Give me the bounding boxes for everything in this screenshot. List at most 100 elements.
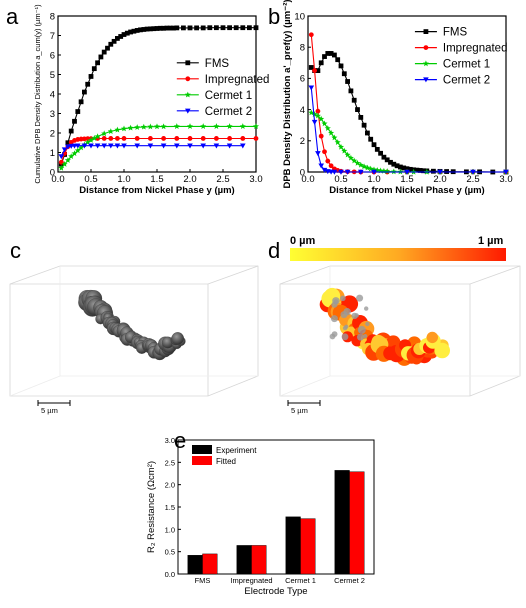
a-point-fms bbox=[105, 45, 110, 51]
b-point-fms bbox=[338, 63, 344, 69]
a-point-impregnated bbox=[174, 136, 180, 141]
a-point-fms bbox=[233, 25, 239, 31]
b-point-fms bbox=[414, 167, 420, 173]
b-point-fms bbox=[358, 115, 364, 120]
b-point-fms bbox=[332, 52, 337, 58]
b-point-fms bbox=[318, 60, 324, 66]
e-legend-swatch-experiment bbox=[192, 445, 212, 454]
chart-e: 0.0 0.5 1.0 1.5 2.0 2.5 3.0 FMS Impregnated Cerme… bbox=[146, 436, 375, 597]
b-point-cermet-1 bbox=[361, 163, 368, 170]
b-point-cermet-1 bbox=[351, 157, 358, 164]
a-point-cermet-1 bbox=[87, 137, 95, 143]
a-point-fms bbox=[101, 49, 107, 55]
a-point-cermet-2 bbox=[147, 143, 154, 149]
a-y-tick-label: 2 bbox=[50, 128, 55, 139]
b-point-cermet-1 bbox=[334, 139, 341, 145]
a-point-cermet-2 bbox=[134, 143, 140, 149]
a-point-cermet-1 bbox=[213, 123, 220, 129]
b-series-cermet-2 bbox=[308, 85, 509, 175]
e-y-tick-label: 3.0 bbox=[165, 436, 175, 445]
b-point-cermet-1 bbox=[344, 151, 351, 158]
a-series-line-cermet-2 bbox=[60, 145, 243, 157]
a-point-impregnated bbox=[161, 136, 167, 141]
e-bar-experiment-fms bbox=[187, 555, 203, 575]
a-point-cermet-2 bbox=[174, 143, 180, 149]
particle-3d-gray-icon bbox=[78, 289, 186, 361]
a-point-cermet-1 bbox=[186, 123, 194, 129]
a-point-cermet-2 bbox=[200, 143, 206, 149]
b-x-tick-label: 0.0 bbox=[301, 174, 314, 185]
a-point-fms bbox=[240, 25, 246, 31]
a-point-fms bbox=[85, 81, 91, 87]
b-point-cermet-1 bbox=[364, 164, 371, 171]
b-point-impregnated bbox=[325, 158, 331, 164]
a-series-impregnated bbox=[58, 136, 259, 165]
e-bar-fitted-impregnated bbox=[251, 545, 267, 575]
b-point-cermet-1 bbox=[321, 120, 328, 127]
a-x-tick-label: 2.5 bbox=[216, 174, 229, 185]
a-point-cermet-1 bbox=[239, 123, 246, 129]
a-point-fms bbox=[144, 26, 150, 32]
a-point-fms bbox=[98, 54, 104, 60]
a-point-fms bbox=[118, 34, 124, 39]
a-x-tick-label: 0.5 bbox=[84, 174, 97, 185]
a-legend-marker-cermet-1 bbox=[184, 91, 191, 98]
a-point-cermet-2 bbox=[121, 143, 127, 149]
b-point-cermet-1 bbox=[308, 109, 315, 116]
e-legend-label-fitted: Fitted bbox=[216, 457, 236, 466]
a-legend-label-fms: FMS bbox=[205, 58, 230, 70]
b-point-cermet-1 bbox=[354, 159, 361, 166]
panel-c-3d-view: 5 µm bbox=[9, 265, 259, 415]
b-point-fms bbox=[361, 122, 367, 128]
b-point-cermet-2 bbox=[344, 169, 351, 175]
a-point-fms bbox=[91, 66, 97, 72]
b-y-tick-label: 6 bbox=[300, 74, 305, 85]
particle-3d-heatmap-icon bbox=[319, 287, 451, 366]
b-point-cermet-2 bbox=[437, 169, 443, 175]
e-x-tick-label: Cermet 2 bbox=[334, 576, 365, 585]
b-point-cermet-1 bbox=[331, 134, 338, 141]
b-point-cermet-2 bbox=[470, 169, 476, 175]
b-legend-label-impregnated: Impregnated bbox=[443, 43, 508, 55]
a-point-impregnated bbox=[227, 136, 233, 141]
b-point-cermet-1 bbox=[380, 167, 387, 174]
b-point-fms bbox=[351, 97, 357, 103]
colorbar bbox=[290, 248, 506, 261]
b-series-line-cermet-2 bbox=[310, 87, 506, 173]
a-point-cermet-2 bbox=[160, 143, 167, 149]
a-legend-marker-fms bbox=[185, 60, 191, 66]
a-point-cermet-1 bbox=[134, 124, 141, 130]
b-point-impregnated bbox=[315, 108, 321, 114]
b-point-cermet-2 bbox=[404, 169, 410, 175]
e-bar-experiment-cermet-2 bbox=[334, 470, 350, 575]
a-point-cermet-2 bbox=[75, 143, 81, 149]
a-point-cermet-1 bbox=[226, 123, 233, 129]
b-point-fms bbox=[417, 168, 423, 173]
colorbar-max-label: 1 µm bbox=[478, 235, 504, 247]
b-point-impregnated bbox=[318, 133, 324, 139]
a-point-impregnated bbox=[121, 136, 127, 141]
a-y-tick-label: 4 bbox=[50, 89, 55, 100]
b-x-axis-title: Distance from Nickel Phase y (µm) bbox=[329, 185, 484, 196]
a-y-tick-label: 3 bbox=[50, 109, 55, 120]
b-series-cermet-1 bbox=[308, 109, 510, 175]
b-point-cermet-1 bbox=[374, 167, 381, 173]
a-point-fms bbox=[161, 25, 166, 31]
a-point-fms bbox=[167, 25, 173, 31]
a-point-cermet-1 bbox=[107, 128, 114, 135]
b-point-cermet-2 bbox=[331, 169, 338, 175]
colorbar-min-label: 0 µm bbox=[290, 235, 316, 247]
a-point-impregnated bbox=[200, 136, 206, 141]
b-point-cermet-1 bbox=[337, 143, 345, 150]
b-point-fms bbox=[374, 146, 380, 152]
a-point-cermet-1 bbox=[252, 123, 260, 129]
b-point-cermet-2 bbox=[503, 169, 509, 175]
e-y-tick-label: 1.0 bbox=[165, 525, 175, 534]
b-point-fms bbox=[401, 165, 407, 171]
a-point-fms bbox=[200, 25, 206, 31]
e-x-axis-title: Electrode Type bbox=[244, 586, 307, 597]
a-x-tick-label: 3.0 bbox=[249, 174, 262, 185]
b-point-cermet-1 bbox=[367, 165, 374, 172]
b-legend-marker-impregnated bbox=[423, 45, 429, 50]
e-bar-experiment-impregnated bbox=[236, 545, 252, 575]
